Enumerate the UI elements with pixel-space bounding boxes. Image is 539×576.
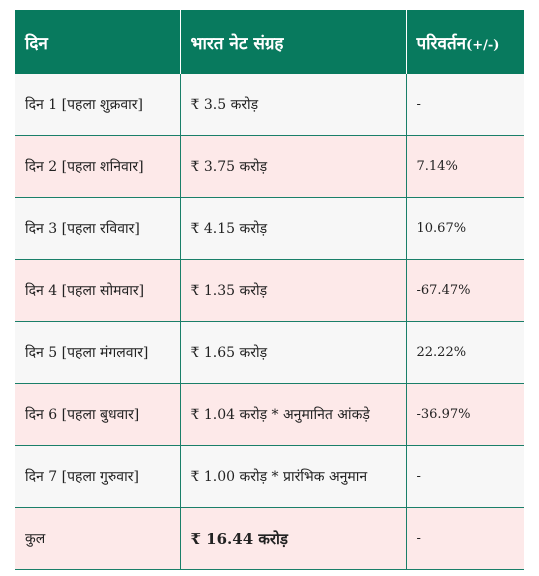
cell-change: 22.22% bbox=[406, 321, 524, 384]
box-office-collection-table-container: दिन भारत नेट संग्रह परिवर्तन(+/-) दिन 1 … bbox=[15, 10, 524, 570]
cell-collection: ₹ 4.15 करोड़ bbox=[180, 197, 407, 260]
total-change: - bbox=[406, 507, 524, 570]
cell-change: - bbox=[406, 74, 524, 136]
cell-collection: ₹ 3.75 करोड़ bbox=[180, 135, 407, 198]
header-change: परिवर्तन(+/-) bbox=[406, 10, 524, 74]
cell-day: दिन 7 [पहला गुरुवार] bbox=[15, 445, 181, 508]
cell-day: दिन 2 [पहला शनिवार] bbox=[15, 135, 181, 198]
cell-change: 10.67% bbox=[406, 197, 524, 260]
cell-change: 7.14% bbox=[406, 135, 524, 198]
table-row: दिन 1 [पहला शुक्रवार] ₹ 3.5 करोड़ - bbox=[15, 74, 524, 136]
cell-day: दिन 6 [पहला बुधवार] bbox=[15, 383, 181, 446]
total-label: कुल bbox=[15, 507, 181, 570]
cell-collection: ₹ 1.00 करोड़ * प्रारंभिक अनुमान bbox=[180, 445, 407, 508]
cell-collection: ₹ 3.5 करोड़ bbox=[180, 74, 407, 136]
total-collection: ₹ 16.44 करोड़ bbox=[180, 507, 407, 570]
table-header: दिन भारत नेट संग्रह परिवर्तन(+/-) bbox=[15, 10, 524, 74]
cell-day: दिन 4 [पहला सोमवार] bbox=[15, 259, 181, 322]
header-change-suffix: (+/-) bbox=[466, 37, 500, 53]
cell-change: -67.47% bbox=[406, 259, 524, 322]
cell-day: दिन 5 [पहला मंगलवार] bbox=[15, 321, 181, 384]
cell-change: -36.97% bbox=[406, 383, 524, 446]
box-office-collection-table: दिन भारत नेट संग्रह परिवर्तन(+/-) दिन 1 … bbox=[15, 10, 524, 570]
cell-day: दिन 3 [पहला रविवार] bbox=[15, 197, 181, 260]
header-row: दिन भारत नेट संग्रह परिवर्तन(+/-) bbox=[15, 10, 524, 74]
header-day: दिन bbox=[15, 10, 181, 74]
cell-change: - bbox=[406, 445, 524, 508]
table-row: दिन 2 [पहला शनिवार] ₹ 3.75 करोड़ 7.14% bbox=[15, 135, 524, 198]
cell-collection: ₹ 1.65 करोड़ bbox=[180, 321, 407, 384]
cell-day: दिन 1 [पहला शुक्रवार] bbox=[15, 74, 181, 136]
table-row: दिन 7 [पहला गुरुवार] ₹ 1.00 करोड़ * प्रा… bbox=[15, 445, 524, 508]
table-row: दिन 4 [पहला सोमवार] ₹ 1.35 करोड़ -67.47% bbox=[15, 259, 524, 322]
table-row: दिन 5 [पहला मंगलवार] ₹ 1.65 करोड़ 22.22% bbox=[15, 321, 524, 384]
cell-collection: ₹ 1.04 करोड़ * अनुमानित आंकड़े bbox=[180, 383, 407, 446]
table-body: दिन 1 [पहला शुक्रवार] ₹ 3.5 करोड़ - दिन … bbox=[15, 74, 524, 570]
table-row: दिन 3 [पहला रविवार] ₹ 4.15 करोड़ 10.67% bbox=[15, 197, 524, 260]
header-collection: भारत नेट संग्रह bbox=[180, 10, 407, 74]
header-change-label: परिवर्तन bbox=[416, 33, 467, 54]
total-row: कुल ₹ 16.44 करोड़ - bbox=[15, 507, 524, 570]
table-row: दिन 6 [पहला बुधवार] ₹ 1.04 करोड़ * अनुमा… bbox=[15, 383, 524, 446]
cell-collection: ₹ 1.35 करोड़ bbox=[180, 259, 407, 322]
